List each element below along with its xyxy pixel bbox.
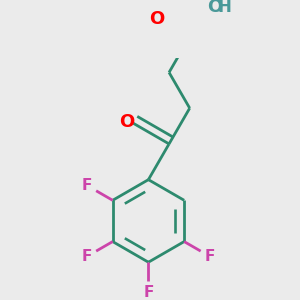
Text: F: F (81, 249, 92, 264)
Text: F: F (143, 285, 154, 300)
Text: O: O (119, 113, 135, 131)
Text: F: F (205, 249, 215, 264)
Text: H: H (217, 0, 231, 16)
Text: F: F (81, 178, 92, 193)
Text: O: O (207, 0, 222, 16)
Text: O: O (149, 10, 164, 28)
